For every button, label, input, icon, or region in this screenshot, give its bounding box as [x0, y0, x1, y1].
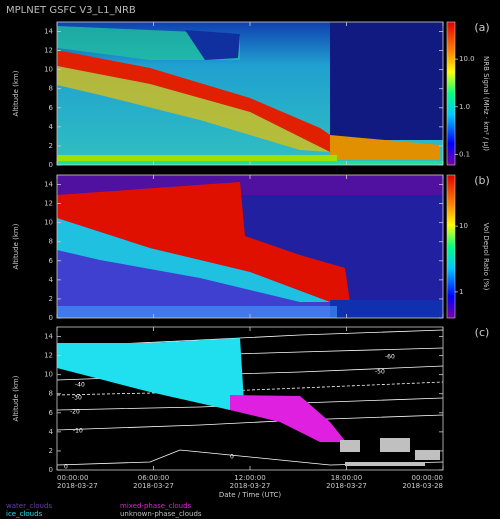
y-tick-label: 6	[49, 257, 54, 265]
legend-entry: ice_clouds	[6, 510, 43, 518]
contour-label: -30	[72, 395, 82, 402]
y-tick-label: 4	[49, 428, 54, 436]
y-tick-label: 10	[44, 66, 53, 74]
y-tick-label: 2	[49, 142, 53, 150]
y-tick-label: 8	[49, 390, 53, 398]
y-axis-label: Altitude (km)	[12, 223, 20, 269]
colorbar-tick-label: 0.1	[459, 150, 470, 158]
contour-label: -40	[75, 382, 85, 389]
panel-label: (c)	[475, 326, 490, 339]
legend-entry: water_clouds	[6, 502, 52, 510]
legend-entry: mixed-phase_clouds	[120, 502, 192, 510]
x-tick-date: 2018-03-27	[133, 482, 174, 490]
panel-label: (a)	[474, 21, 489, 34]
y-tick-label: 6	[49, 104, 54, 112]
contour-label: -20	[70, 409, 80, 416]
x-tick-date: 2018-03-27	[57, 482, 98, 490]
y-tick-label: 10	[44, 219, 53, 227]
colorbar-tick-label: 10	[459, 222, 468, 230]
x-tick-date: 2018-03-28	[402, 482, 443, 490]
colorbar-tick-label: 1.0	[459, 103, 470, 111]
x-tick-label: 00:00:00	[57, 474, 88, 482]
legend-entry: unknown-phase_clouds	[120, 510, 202, 518]
y-tick-label: 4	[49, 123, 54, 131]
y-tick-label: 2	[49, 447, 53, 455]
contour-label: -60	[385, 354, 395, 361]
colorbar-tick-label: 1	[459, 288, 463, 296]
contour-label: -50	[375, 369, 385, 376]
y-axis-label: Altitude (km)	[12, 375, 20, 421]
colorbar-label: NRB Signal (MHz · km² / μJ)	[482, 56, 490, 151]
colorbar	[446, 21, 456, 166]
figure-title: MPLNET GSFC V3_L1_NRB	[6, 5, 136, 16]
colorbar-tick-label: 10.0	[459, 55, 475, 63]
depol-image	[57, 175, 443, 318]
y-tick-label: 6	[49, 409, 54, 417]
nrb-image	[57, 22, 443, 165]
x-tick-label: 00:00:00	[412, 474, 443, 482]
y-tick-label: 8	[49, 85, 53, 93]
y-tick-label: 8	[49, 238, 53, 246]
y-tick-label: 12	[44, 200, 53, 208]
contour-label: 0	[64, 464, 68, 471]
x-axis-label: Date / Time (UTC)	[219, 491, 282, 499]
y-tick-label: 12	[44, 47, 53, 55]
x-tick-date: 2018-03-27	[230, 482, 271, 490]
y-tick-label: 0	[49, 161, 53, 169]
y-tick-label: 2	[49, 295, 53, 303]
x-tick-label: 12:00:00	[234, 474, 265, 482]
y-tick-label: 10	[44, 371, 53, 379]
panel-label: (b)	[474, 174, 490, 187]
y-tick-label: 14	[44, 181, 53, 189]
x-tick-label: 18:00:00	[331, 474, 362, 482]
y-tick-label: 14	[44, 28, 53, 36]
y-tick-label: 0	[49, 314, 53, 322]
y-tick-label: 4	[49, 276, 54, 284]
contour-label: -10	[73, 428, 83, 435]
y-tick-label: 0	[49, 466, 53, 474]
colorbar-label: Vol Depol Ratio (%)	[482, 223, 490, 291]
y-axis-label: Altitude (km)	[12, 70, 20, 116]
y-tick-label: 12	[44, 352, 53, 360]
colorbar	[446, 174, 456, 319]
cloud-phase-image	[56, 327, 444, 470]
x-tick-label: 06:00:00	[138, 474, 169, 482]
y-tick-label: 14	[44, 333, 53, 341]
contour-label: 0	[230, 454, 234, 461]
x-tick-date: 2018-03-27	[326, 482, 367, 490]
